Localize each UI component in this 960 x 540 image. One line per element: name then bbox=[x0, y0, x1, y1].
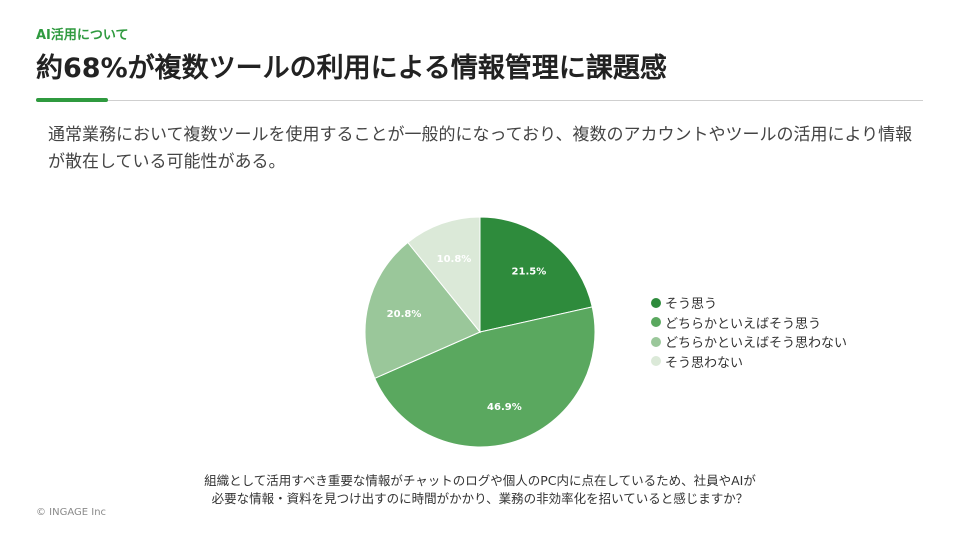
legend-label: そう思う bbox=[665, 297, 718, 313]
legend-label: そう思わない bbox=[665, 355, 744, 371]
title-divider-accent bbox=[36, 98, 108, 102]
legend-swatch-icon bbox=[651, 336, 661, 347]
pie-slice-3 bbox=[364, 241, 481, 379]
page-title: 約68%が複数ツールの利用による情報管理に課題感 bbox=[36, 53, 667, 84]
copyright: © INGAGE Inc bbox=[36, 507, 107, 518]
pie-slice-label-3: 20.8% bbox=[387, 309, 422, 320]
pie-slice-label-2: 46.9% bbox=[487, 402, 522, 413]
pie-slice-label-1: 21.5% bbox=[512, 266, 547, 277]
title-divider bbox=[36, 100, 923, 101]
legend-swatch-icon bbox=[651, 356, 661, 367]
legend-swatch-icon bbox=[651, 297, 661, 308]
survey-question-line-2: 必要な情報・資料を見つけ出すのに時間がかかり、業務の非効率化を招いていると感じま… bbox=[211, 491, 749, 506]
legend-label: どちらかといえばそう思う bbox=[665, 316, 822, 332]
legend-item-4: そう思わない bbox=[651, 352, 847, 372]
pie-labels: 21.5% 46.9% 20.8% 10.8% bbox=[387, 254, 547, 413]
survey-question-line-1: 組織として活用すべき重要な情報がチャットのログや個人のPC内に点在しているため、… bbox=[204, 473, 756, 488]
section-label: AI活用について bbox=[36, 28, 129, 43]
legend-label: どちらかといえばそう思わない bbox=[665, 336, 848, 352]
description-text: 通常業務において複数ツールを使用することが一般的になっており、複数のアカウントや… bbox=[48, 125, 913, 172]
legend-item-3: どちらかといえばそう思わない bbox=[651, 332, 847, 352]
chart-legend: そう思うどちらかといえばそう思うどちらかといえばそう思わない そう思わない bbox=[651, 293, 847, 371]
pie-slices bbox=[364, 216, 596, 448]
legend-swatch-icon bbox=[651, 317, 661, 328]
pie-slice-2 bbox=[374, 306, 596, 448]
survey-question: 組織として活用すべき重要な情報がチャットのログや個人のPC内に点在しているため、… bbox=[120, 472, 840, 508]
pie-slice-4 bbox=[407, 216, 481, 334]
pie-slice-1 bbox=[479, 216, 593, 333]
pie-slice-label-4: 10.8% bbox=[437, 254, 472, 265]
legend-item-1: そう思う bbox=[651, 293, 847, 313]
legend-item-2: どちらかといえばそう思う bbox=[651, 313, 847, 333]
